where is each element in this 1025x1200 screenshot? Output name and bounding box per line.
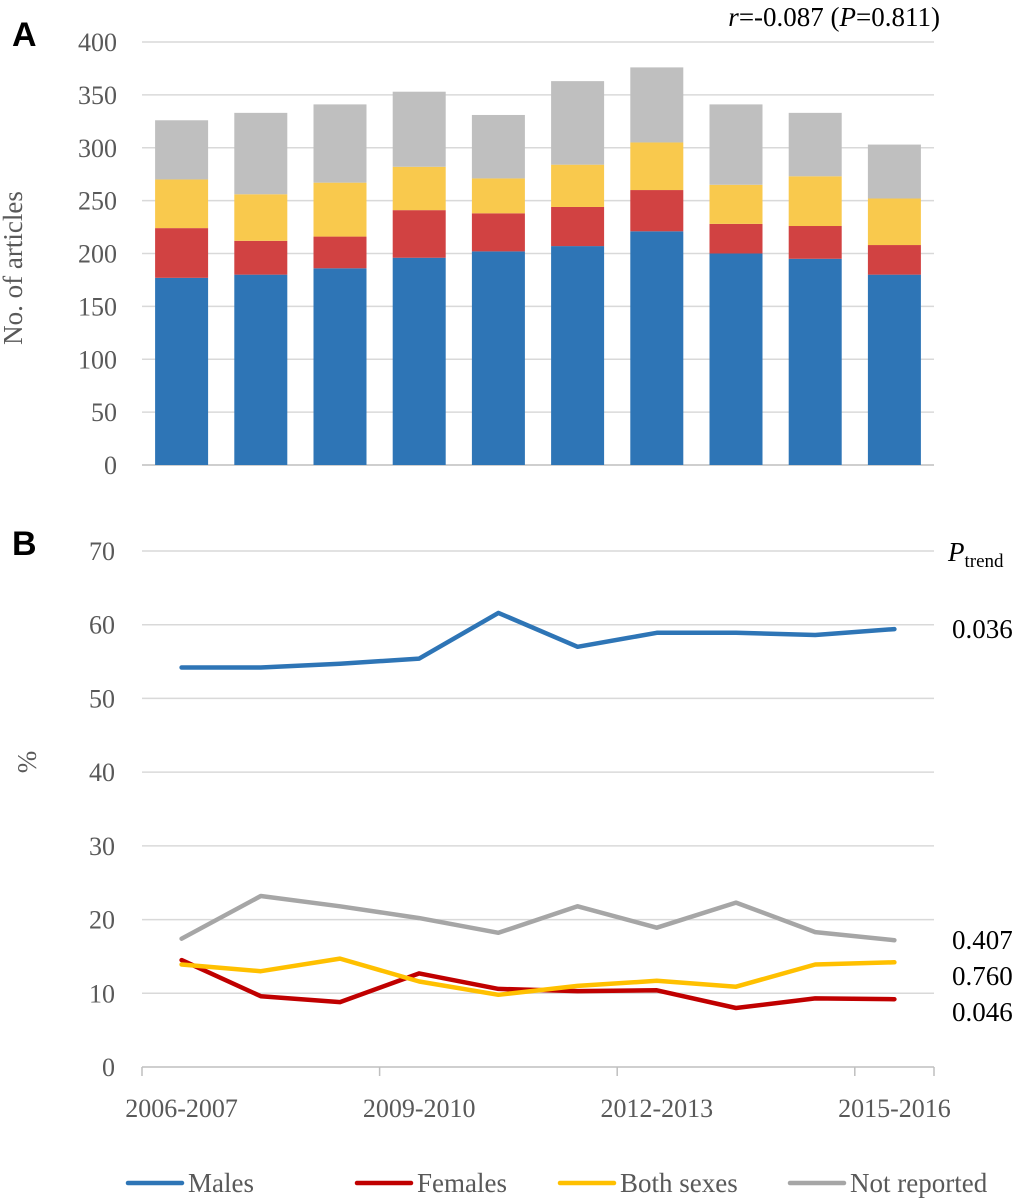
bar-segment-males bbox=[788, 258, 842, 465]
p-trend-value-not-reported: 0.407 bbox=[952, 925, 1013, 955]
bar-segment-males bbox=[867, 274, 921, 465]
panel-a-label: A bbox=[12, 16, 37, 54]
bar-segment-males bbox=[234, 274, 288, 465]
panel-a-ytick-label: 300 bbox=[78, 134, 117, 163]
bar-segment-males bbox=[551, 246, 605, 465]
line-series-not-reported bbox=[179, 893, 897, 943]
bar-segment-both-sexes bbox=[551, 164, 605, 207]
panel-a-ytick-label: 0 bbox=[104, 451, 117, 480]
p-trend-value-females: 0.046 bbox=[952, 997, 1013, 1027]
legend-label-both-sexes: Both sexes bbox=[620, 1168, 738, 1198]
p-trend-header: Ptrend bbox=[947, 537, 1004, 572]
bar-segment-males bbox=[709, 253, 763, 465]
p-trend-value-males: 0.036 bbox=[952, 614, 1013, 644]
bar-segment-females bbox=[788, 226, 842, 259]
bar-segment-males bbox=[313, 268, 367, 465]
bar-segment-males bbox=[155, 277, 209, 465]
bar-segment-males bbox=[471, 251, 525, 465]
bar-segment-females bbox=[867, 245, 921, 275]
bar-segment-not-reported bbox=[392, 91, 446, 167]
line-series-males bbox=[179, 610, 897, 670]
bar-segment-both-sexes bbox=[392, 166, 446, 211]
bar-segment-females bbox=[471, 213, 525, 252]
bar-segment-not-reported bbox=[630, 67, 684, 143]
bar-segment-females bbox=[709, 223, 763, 254]
panel-a-ytick-label: 350 bbox=[78, 81, 117, 110]
panel-b-ytick-label: 20 bbox=[89, 906, 115, 935]
panel-b-xtick-label: 2012-2013 bbox=[600, 1094, 713, 1123]
bar-segment-both-sexes bbox=[867, 198, 921, 246]
panel-b-ytick-label: 10 bbox=[89, 979, 115, 1008]
panel-a-ytick-label: 150 bbox=[78, 292, 117, 321]
bar-segment-both-sexes bbox=[155, 179, 209, 229]
bar-segment-not-reported bbox=[551, 81, 605, 165]
panel-a-ytick-label: 200 bbox=[78, 240, 117, 269]
panel-b-ytick-label: 40 bbox=[89, 758, 115, 787]
bar-segment-not-reported bbox=[709, 104, 763, 185]
bar-segment-both-sexes bbox=[471, 178, 525, 214]
bar-segment-males bbox=[630, 231, 684, 465]
bar-segment-not-reported bbox=[234, 112, 288, 195]
panel-b-ytick-label: 70 bbox=[89, 537, 115, 566]
panel-a-y-axis-title: No. of articles bbox=[0, 191, 28, 345]
bar-segment-females bbox=[551, 206, 605, 247]
line-series-both-sexes bbox=[179, 956, 897, 998]
panel-b-ytick-label: 0 bbox=[102, 1053, 115, 1082]
panel-b-ytick-label: 50 bbox=[89, 684, 115, 713]
panel-a-ytick-label: 100 bbox=[78, 345, 117, 374]
bar-segment-not-reported bbox=[788, 112, 842, 177]
panel-b-xtick-label: 2015-2016 bbox=[838, 1094, 951, 1123]
bar-segment-both-sexes bbox=[234, 194, 288, 241]
bar-segment-females bbox=[155, 228, 209, 278]
bar-segment-not-reported bbox=[155, 120, 209, 180]
bar-segment-both-sexes bbox=[709, 184, 763, 224]
bar-segment-females bbox=[392, 210, 446, 258]
p-trend-value-both-sexes: 0.760 bbox=[952, 961, 1013, 991]
bar-segment-females bbox=[630, 190, 684, 232]
panel-b-xtick-label: 2006-2007 bbox=[125, 1094, 238, 1123]
panel-b-ytick-label: 60 bbox=[89, 611, 115, 640]
bar-segment-both-sexes bbox=[788, 176, 842, 227]
panel-b-ytick-label: 30 bbox=[89, 832, 115, 861]
panel-a-correlation-annotation: r=-0.087 (P=0.811) bbox=[728, 2, 940, 32]
panel-a-ytick-label: 250 bbox=[78, 187, 117, 216]
legend-label-males: Males bbox=[188, 1168, 254, 1198]
legend-label-females: Females bbox=[417, 1168, 507, 1198]
bar-segment-not-reported bbox=[313, 104, 367, 183]
panel-b-y-axis-title: % bbox=[12, 751, 42, 774]
panel-b-label: B bbox=[12, 525, 37, 563]
panel-a-ytick-label: 50 bbox=[91, 398, 117, 427]
bar-segment-not-reported bbox=[867, 144, 921, 199]
bar-segment-males bbox=[392, 257, 446, 465]
panel-a-ytick-label: 400 bbox=[78, 28, 117, 57]
bar-segment-females bbox=[234, 240, 288, 275]
bar-segment-both-sexes bbox=[630, 142, 684, 191]
panel-b-xtick-label: 2009-2010 bbox=[363, 1094, 476, 1123]
bar-segment-not-reported bbox=[471, 114, 525, 179]
legend-label-not-reported: Not reported bbox=[850, 1168, 988, 1198]
bar-segment-females bbox=[313, 236, 367, 269]
bar-segment-both-sexes bbox=[313, 182, 367, 237]
